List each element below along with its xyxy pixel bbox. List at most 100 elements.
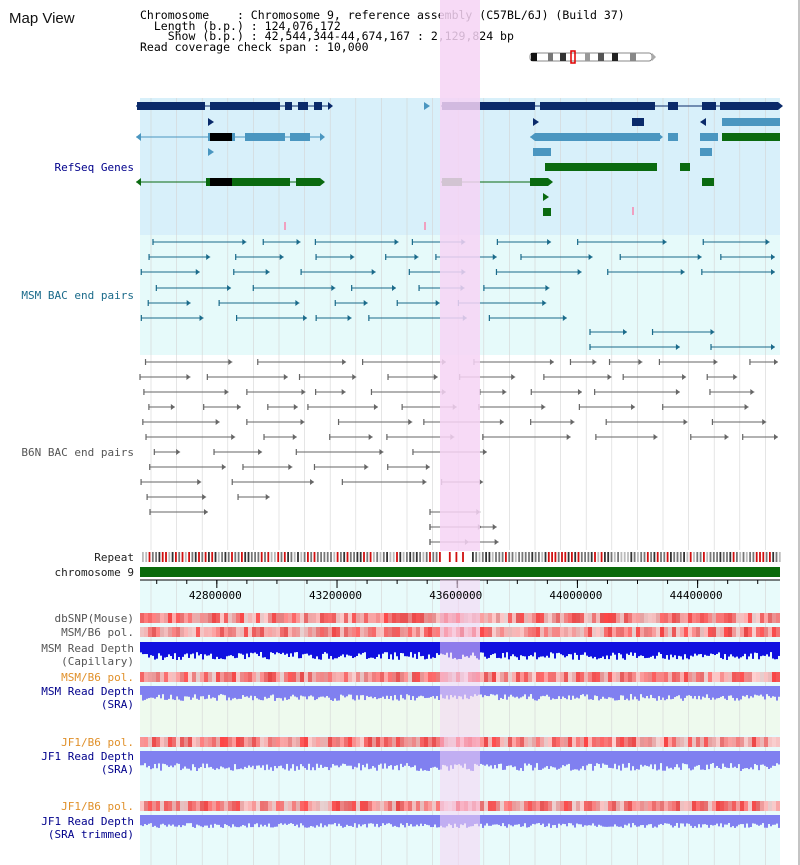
track-label-msm-b6-pol-2[interactable]: MSM/B6 pol. — [61, 671, 134, 684]
repeat-element — [472, 552, 474, 562]
msm-pol-heat — [652, 672, 656, 682]
jf1-pol-heat — [492, 801, 496, 811]
repeat-element — [518, 552, 520, 562]
msm-capillary-depth — [768, 642, 770, 657]
msm-capillary-depth — [722, 642, 724, 660]
msm-pol-heat — [184, 672, 188, 682]
msm-sra-depth — [174, 686, 176, 701]
track-label-repeat[interactable]: Repeat — [94, 551, 134, 564]
jf1-sra-depth — [542, 751, 544, 769]
jf1-trimmed-depth — [292, 815, 294, 824]
jf1-pol-heat — [504, 801, 508, 811]
dbsnp-heat — [756, 613, 760, 623]
msm-pol-heat — [588, 672, 592, 682]
jf1-trimmed-depth — [644, 815, 646, 828]
repeat-element — [419, 552, 421, 562]
jf1-sra-depth — [528, 751, 530, 764]
jf1-pol-heat — [416, 737, 420, 747]
repeat-element — [369, 552, 372, 562]
msm-pol-heat — [624, 627, 628, 637]
track-label-b6n-bac[interactable]: B6N BAC end pairs — [21, 446, 134, 459]
msm-sra-depth — [708, 686, 710, 699]
jf1-pol-heat — [584, 737, 588, 747]
jf1-trimmed-depth — [778, 815, 780, 828]
jf1-trimmed-depth — [344, 815, 346, 827]
jf1-sra-depth — [186, 751, 188, 769]
jf1-trimmed-depth — [498, 815, 500, 825]
msm-pol-heat — [200, 627, 204, 637]
dbsnp-heat — [316, 613, 320, 623]
repeat-element — [643, 552, 646, 562]
jf1-trimmed-depth — [294, 815, 296, 827]
track-label-msm-bac[interactable]: MSM BAC end pairs — [21, 289, 134, 302]
track-label-jf1-b6-pol-2[interactable]: JF1/B6 pol. — [61, 800, 134, 813]
jf1-trimmed-depth — [544, 815, 546, 828]
msm-pol-heat — [504, 627, 508, 637]
jf1-pol-heat — [480, 801, 484, 811]
msm-capillary-depth — [620, 642, 622, 655]
dbsnp-heat — [624, 613, 628, 623]
jf1-trimmed-depth — [310, 815, 312, 827]
jf1-sra-depth — [396, 751, 398, 766]
msm-sra-depth — [158, 686, 160, 695]
msm-pol-heat — [768, 672, 772, 682]
track-label-jf1-depth-sra[interactable]: JF1 Read Depth (SRA) — [41, 750, 134, 776]
msm-sra-depth — [256, 686, 258, 699]
jf1-sra-depth — [642, 751, 644, 767]
msm-sra-depth — [218, 686, 220, 696]
msm-capillary-depth — [596, 642, 598, 660]
track-label-msm-depth-sra[interactable]: MSM Read Depth (SRA) — [41, 685, 134, 711]
msm-pol-heat — [164, 672, 168, 682]
dbsnp-heat — [536, 613, 540, 623]
msm-pol-heat — [584, 627, 588, 637]
jf1-pol-heat — [368, 801, 372, 811]
msm-capillary-depth — [294, 642, 296, 653]
dbsnp-heat — [544, 613, 548, 623]
track-label-dbsnp[interactable]: dbSNP(Mouse) — [54, 612, 134, 625]
jf1-trimmed-depth — [702, 815, 704, 825]
gene-arrow — [208, 118, 214, 126]
track-label-refseq[interactable]: RefSeq Genes — [54, 161, 134, 174]
dbsnp-heat — [160, 613, 164, 623]
track-label-jf1-depth-trimmed[interactable]: JF1 Read Depth (SRA trimmed) — [41, 815, 134, 841]
jf1-sra-depth — [626, 751, 628, 768]
track-label-msm-b6-pol-1[interactable]: MSM/B6 pol. — [61, 626, 134, 639]
msm-capillary-depth — [572, 642, 574, 660]
msm-capillary-depth — [172, 642, 174, 660]
msm-pol-heat — [324, 672, 328, 682]
msm-pol-heat — [656, 627, 660, 637]
jf1-pol-heat — [656, 737, 660, 747]
jf1-sra-depth — [722, 751, 724, 764]
jf1-pol-heat — [764, 737, 768, 747]
chromosome-ideogram[interactable] — [529, 50, 656, 64]
jf1-pol-heat — [484, 801, 488, 811]
jf1-sra-depth — [258, 751, 260, 766]
jf1-sra-depth — [776, 751, 778, 764]
msm-sra-depth — [574, 686, 576, 699]
jf1-trimmed-depth — [182, 815, 184, 826]
msm-pol-heat — [516, 672, 520, 682]
msm-sra-depth — [494, 686, 496, 696]
msm-capillary-depth — [220, 642, 222, 659]
msm-pol-heat — [764, 672, 768, 682]
jf1-trimmed-depth — [488, 815, 490, 826]
msm-pol-heat — [608, 627, 612, 637]
jf1-sra-depth — [680, 751, 682, 770]
msm-pol-heat — [568, 672, 572, 682]
track-label-msm-depth-capillary[interactable]: MSM Read Depth (Capillary) — [41, 642, 134, 668]
msm-sra-depth — [694, 686, 696, 697]
track-label-chromosome[interactable]: chromosome 9 — [54, 566, 134, 579]
jf1-trimmed-depth — [248, 815, 250, 824]
msm-capillary-depth — [674, 642, 676, 656]
track-label-jf1-b6-pol-1[interactable]: JF1/B6 pol. — [61, 736, 134, 749]
jf1-pol-heat — [164, 737, 168, 747]
repeat-element — [495, 552, 497, 562]
msm-sra-depth — [714, 686, 716, 700]
jf1-trimmed-depth — [546, 815, 548, 827]
b6n-bac-pair — [148, 404, 175, 410]
jf1-trimmed-depth — [598, 815, 600, 825]
msm-sra-depth — [740, 686, 742, 700]
dbsnp-heat — [344, 613, 348, 623]
jf1-trimmed-depth — [742, 815, 744, 825]
